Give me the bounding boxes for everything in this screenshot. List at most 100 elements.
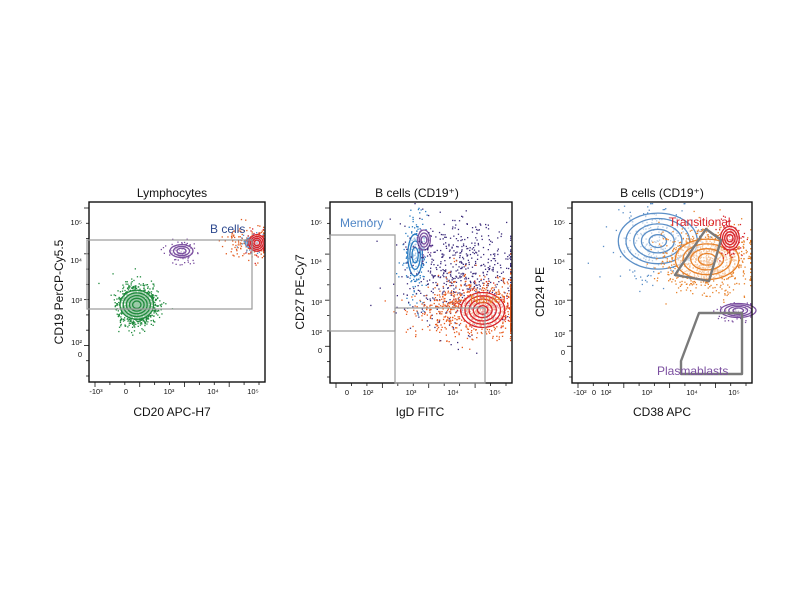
event-dot	[498, 293, 500, 295]
event-dot	[174, 259, 176, 261]
event-dot	[157, 291, 159, 293]
panel-2-y-axis-label: CD27 PE-Cy7	[293, 254, 307, 330]
event-dot	[431, 261, 433, 263]
event-dot	[481, 235, 483, 237]
event-dot	[423, 259, 425, 261]
event-dot	[745, 249, 747, 251]
event-dot	[412, 286, 414, 288]
event-dot	[420, 281, 422, 283]
event-dot	[412, 218, 414, 221]
event-dot	[154, 321, 156, 323]
event-dot	[510, 295, 512, 298]
event-dot	[748, 257, 751, 259]
event-dot	[423, 258, 425, 260]
event-dot	[707, 283, 709, 285]
event-dot	[471, 257, 473, 259]
event-dot	[129, 289, 131, 292]
event-dot	[510, 297, 512, 299]
event-dot	[452, 316, 454, 319]
event-dot	[445, 245, 447, 247]
event-dot	[245, 246, 247, 248]
event-dot	[445, 328, 447, 330]
event-dot	[448, 302, 451, 304]
event-dot	[693, 280, 696, 283]
event-dot	[476, 287, 479, 289]
event-dot	[473, 283, 476, 285]
event-dot	[675, 247, 677, 249]
event-dot	[158, 316, 161, 319]
event-dot	[147, 321, 149, 323]
event-dot	[451, 301, 453, 303]
event-dot	[127, 283, 129, 285]
event-dot	[502, 321, 504, 323]
event-dot	[197, 252, 199, 254]
event-dot	[727, 291, 729, 293]
event-dot	[411, 232, 413, 234]
event-dot	[444, 326, 446, 329]
event-dot	[417, 228, 419, 230]
event-dot	[510, 323, 512, 325]
event-dot	[503, 295, 505, 298]
event-dot	[429, 253, 431, 256]
event-dot	[436, 313, 438, 315]
event-dot	[444, 297, 446, 300]
event-dot	[743, 243, 745, 246]
event-dot	[672, 249, 674, 252]
event-dot	[510, 290, 512, 292]
event-dot	[474, 280, 476, 282]
event-dot	[740, 254, 743, 256]
event-dot	[729, 254, 731, 256]
event-dot	[475, 284, 477, 286]
event-dot	[119, 291, 122, 293]
event-dot	[430, 314, 432, 317]
event-dot	[235, 244, 237, 247]
event-dot	[457, 240, 459, 242]
event-dot	[500, 272, 503, 274]
event-dot	[510, 239, 512, 241]
event-dot	[647, 274, 650, 276]
event-dot	[723, 301, 725, 303]
event-dot	[239, 244, 241, 246]
event-dot	[740, 257, 742, 260]
event-dot	[421, 241, 423, 243]
event-dot	[434, 287, 436, 289]
event-dot	[116, 304, 118, 307]
event-dot	[510, 336, 512, 338]
event-dot	[425, 210, 427, 213]
event-dot	[449, 316, 451, 319]
event-dot	[500, 235, 502, 238]
event-dot	[424, 256, 426, 258]
event-dot	[436, 299, 439, 302]
event-dot	[503, 277, 506, 280]
panel-1-x-axis-label: CD20 APC-H7	[133, 405, 211, 419]
event-dot	[447, 302, 450, 304]
event-dot	[447, 316, 449, 318]
event-dot	[147, 286, 149, 288]
event-dot	[120, 318, 122, 320]
event-dot	[510, 279, 512, 281]
event-dot	[470, 284, 472, 286]
event-dot	[487, 228, 490, 230]
event-dot	[146, 284, 149, 286]
event-dot	[743, 232, 746, 235]
event-dot	[740, 237, 742, 239]
event-dot	[466, 288, 468, 290]
event-dot	[460, 280, 462, 282]
event-dot	[160, 309, 162, 311]
event-dot	[750, 257, 752, 259]
event-dot	[445, 277, 447, 279]
event-dot	[412, 221, 414, 223]
event-dot	[709, 295, 711, 298]
event-dot	[467, 284, 469, 286]
event-dot	[647, 212, 649, 214]
event-dot	[419, 212, 421, 214]
event-dot	[718, 292, 720, 294]
event-dot	[498, 231, 500, 233]
event-dot	[155, 298, 157, 301]
event-dot	[442, 274, 444, 276]
panel-1-tick-marks	[84, 207, 260, 387]
event-dot	[670, 261, 673, 263]
event-dot	[447, 303, 449, 305]
event-dot	[237, 247, 239, 249]
contour-ring	[122, 292, 152, 318]
